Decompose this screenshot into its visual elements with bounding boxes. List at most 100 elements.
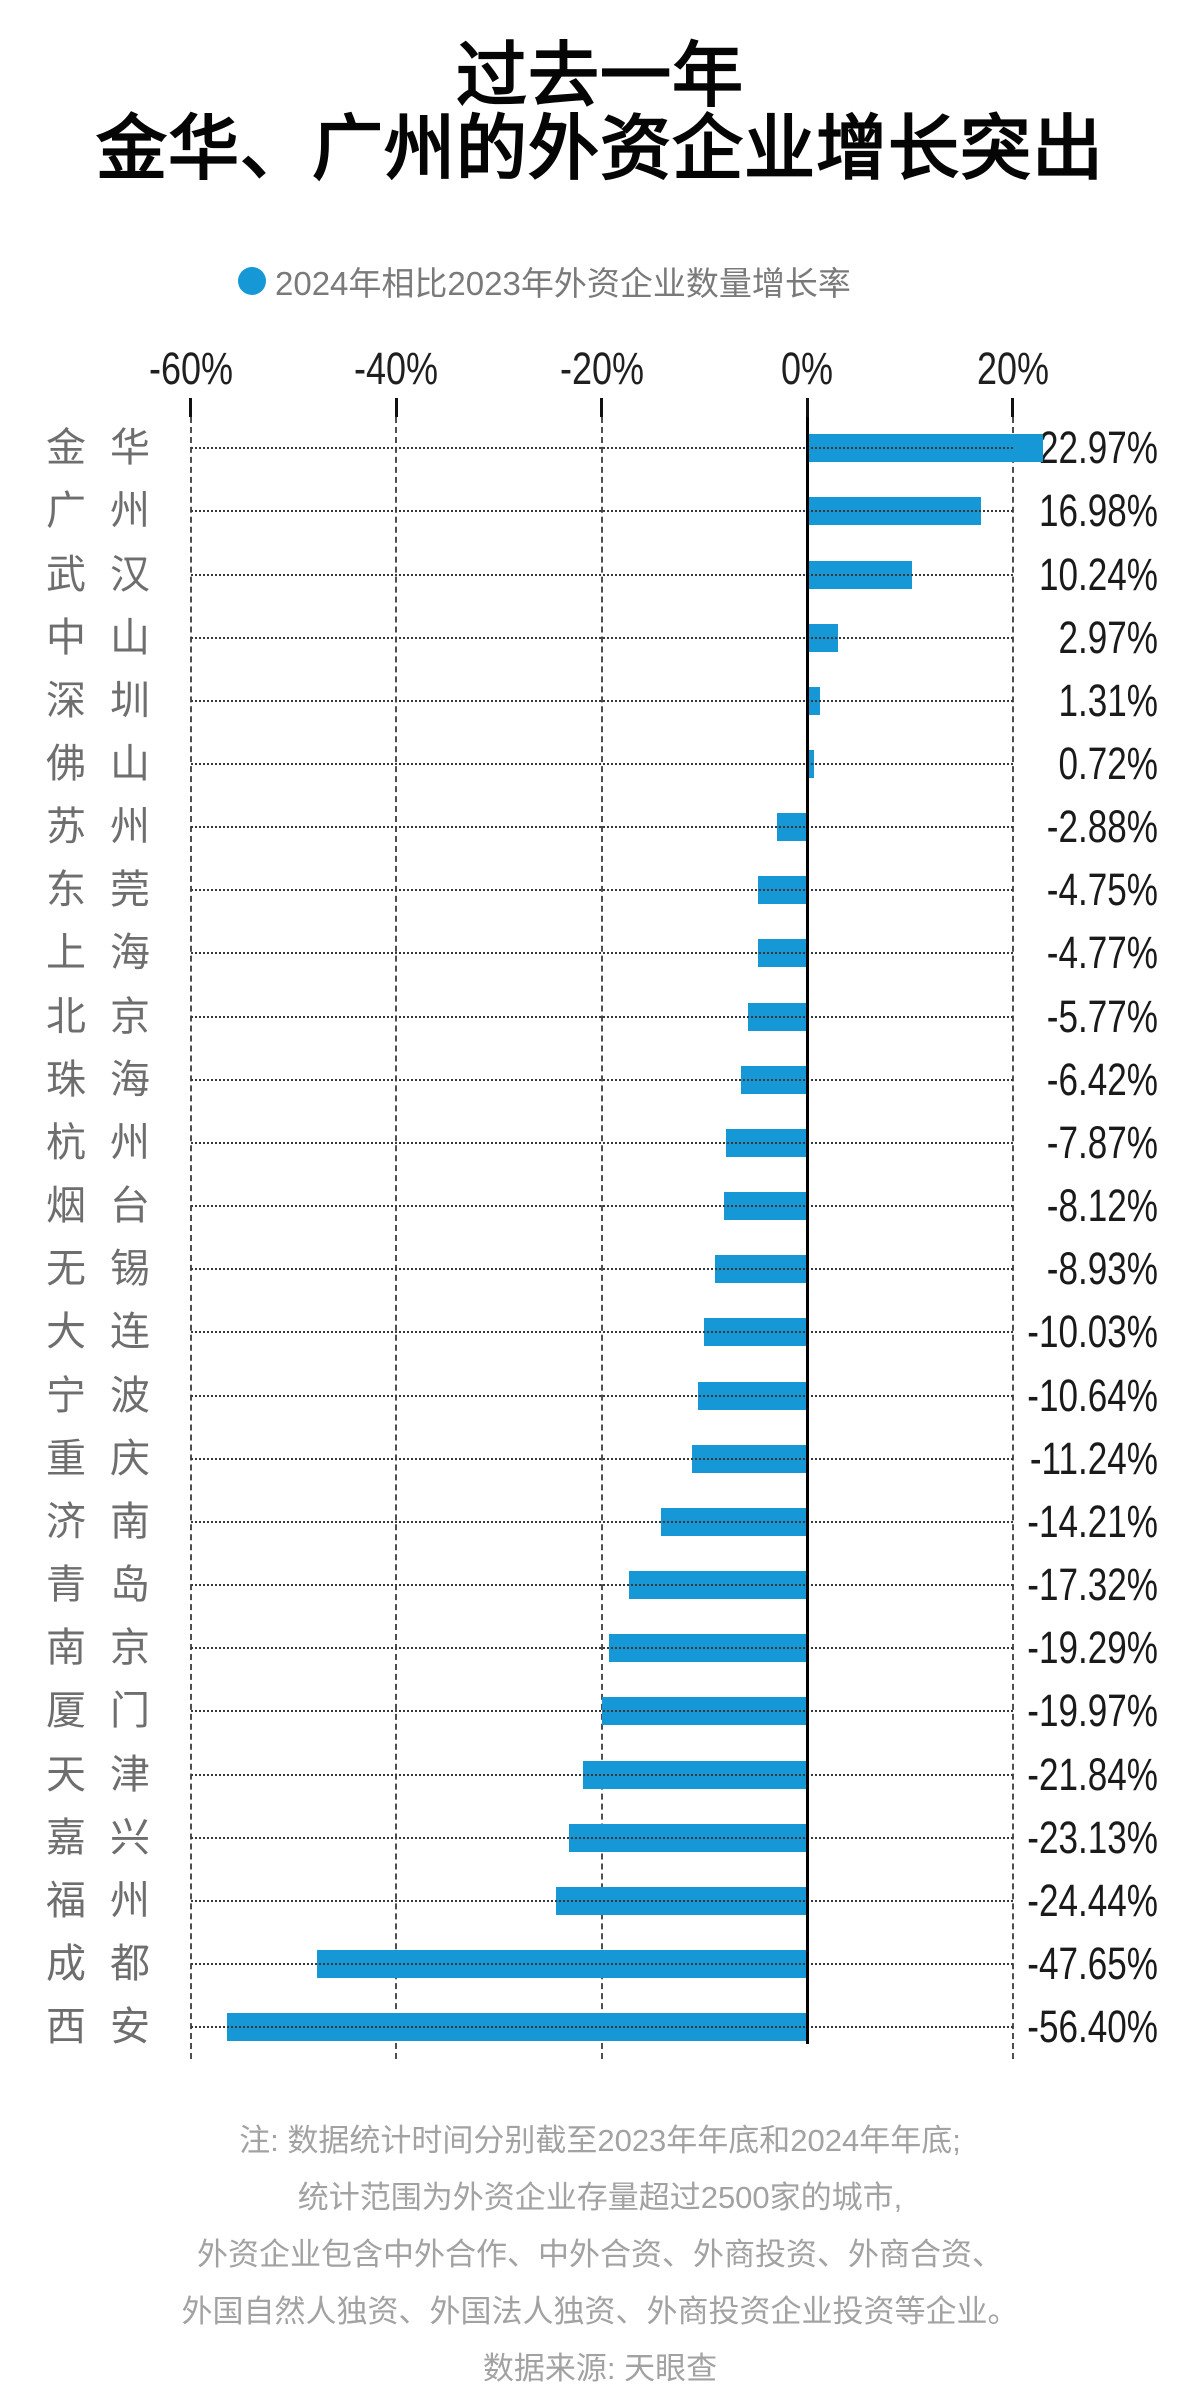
category-label: 苏州 <box>46 805 150 849</box>
axis-tick <box>600 398 603 417</box>
category-label: 厦门 <box>46 1689 150 1733</box>
zero-axis-line <box>805 417 809 2044</box>
category-label: 北京 <box>46 995 150 1039</box>
category-label-char: 津 <box>110 1752 150 1797</box>
value-label: -4.75% <box>1046 864 1158 916</box>
value-label: -14.21% <box>1027 1495 1158 1547</box>
category-label-char: 兴 <box>110 1815 150 1860</box>
legend-dot-icon <box>238 267 266 295</box>
value-label: 0.72% <box>1058 737 1158 789</box>
category-label-char: 山 <box>110 741 150 786</box>
category-label-char: 门 <box>110 1689 150 1734</box>
value-label: 1.31% <box>1058 674 1158 726</box>
axis-tick <box>189 398 192 417</box>
value-label: -6.42% <box>1046 1053 1158 1105</box>
category-label-char: 嘉 <box>46 1815 86 1860</box>
row-gridline <box>190 1268 1013 1271</box>
category-label-char: 都 <box>110 1942 150 1987</box>
category-label-char: 无 <box>46 1247 86 1292</box>
footer-note-line: 注: 数据统计时间分别截至2023年年底和2024年年底; <box>239 2123 961 2158</box>
row-gridline <box>190 699 1013 702</box>
footer-note-line: 外国自然人独资、外国法人独资、外商投资企业投资等企业。 <box>181 2294 1019 2329</box>
category-label-char: 西 <box>46 2005 86 2050</box>
value-label: -24.44% <box>1027 1874 1158 1926</box>
category-label-char: 州 <box>110 805 150 850</box>
category-label-char: 连 <box>110 1310 150 1355</box>
row-gridline <box>190 1457 1013 1460</box>
category-label: 烟台 <box>46 1184 150 1228</box>
category-label: 上海 <box>46 931 150 975</box>
row-gridline <box>190 1141 1013 1144</box>
category-label-char: 南 <box>110 1499 150 1544</box>
row-gridline <box>190 1331 1013 1334</box>
category-label-char: 福 <box>46 1878 86 1923</box>
row-gridline <box>190 1836 1013 1839</box>
axis-tick-label: -20% <box>559 343 644 394</box>
row-gridline <box>190 762 1013 765</box>
category-label: 无锡 <box>46 1247 150 1291</box>
category-label: 济南 <box>46 1500 150 1544</box>
footer-source: 数据来源: 天眼查 <box>482 2351 718 2386</box>
value-label: -2.88% <box>1046 801 1158 853</box>
category-label-char: 杭 <box>46 1120 86 1165</box>
category-label-char: 庆 <box>110 1436 150 1481</box>
category-label: 重庆 <box>46 1437 150 1481</box>
category-label-char: 佛 <box>46 741 86 786</box>
category-label-char: 州 <box>110 1120 150 1165</box>
row-gridline <box>190 636 1013 639</box>
gridline <box>1011 417 1014 2059</box>
category-label-char: 东 <box>46 868 86 913</box>
category-label: 福州 <box>46 1879 150 1923</box>
category-label-char: 海 <box>110 1057 150 1102</box>
row-gridline <box>190 952 1013 955</box>
category-label: 武汉 <box>46 553 150 597</box>
value-label: -8.93% <box>1046 1243 1158 1295</box>
footer-notes: 注: 数据统计时间分别截至2023年年底和2024年年底; 统计范围为外资企业存… <box>0 2112 1200 2395</box>
axis-tick-label: 20% <box>976 343 1049 394</box>
category-label-char: 深 <box>46 678 86 723</box>
legend: 2024年相比2023年外资企业数量增长率 <box>238 257 851 305</box>
row-gridline <box>190 1963 1013 1966</box>
value-label: -23.13% <box>1027 1811 1158 1863</box>
category-label: 佛山 <box>46 742 150 786</box>
value-label: -4.77% <box>1046 927 1158 979</box>
category-label: 宁波 <box>46 1374 150 1418</box>
footer-note-line: 统计范围为外资企业存量超过2500家的城市, <box>297 2180 903 2215</box>
value-label: -10.64% <box>1027 1369 1158 1421</box>
value-label: -11.24% <box>1029 1432 1158 1484</box>
category-label: 南京 <box>46 1626 150 1670</box>
axis-tick-label: -40% <box>353 343 439 394</box>
chart-title-line1: 过去一年 <box>455 37 744 116</box>
category-label-char: 华 <box>110 426 150 471</box>
category-label: 青岛 <box>46 1563 150 1607</box>
chart-title-line2: 金华、广州的外资企业增长突出 <box>95 110 1104 189</box>
row-gridline <box>190 510 1013 513</box>
row-gridline <box>190 1899 1013 1902</box>
category-label-char: 重 <box>46 1436 86 1481</box>
value-label: -5.77% <box>1046 990 1158 1042</box>
category-label-char: 莞 <box>110 868 150 913</box>
category-label-char: 上 <box>46 931 86 976</box>
category-label: 成都 <box>46 1942 150 1986</box>
value-label: -19.97% <box>1027 1685 1158 1737</box>
category-label: 深圳 <box>46 679 150 723</box>
category-label: 嘉兴 <box>46 1816 150 1860</box>
row-gridline <box>190 1710 1013 1713</box>
category-label: 天津 <box>46 1753 150 1797</box>
axis-tick <box>1011 398 1014 417</box>
category-label-char: 成 <box>46 1942 86 1987</box>
value-label: 16.98% <box>1038 485 1158 537</box>
footer-note-line: 外资企业包含中外合作、中外合资、外商投资、外商合资、 <box>197 2237 1003 2272</box>
row-gridline <box>190 1520 1013 1523</box>
category-label-char: 台 <box>110 1184 150 1229</box>
axis-tick-label: -60% <box>148 343 233 394</box>
axis-tick <box>394 398 398 417</box>
category-label-char: 南 <box>46 1626 86 1671</box>
gridline <box>395 417 397 2059</box>
category-label-char: 山 <box>110 615 150 660</box>
category-label: 东莞 <box>46 868 150 912</box>
category-label-char: 青 <box>46 1563 86 1608</box>
category-label-char: 厦 <box>46 1689 86 1734</box>
row-gridline <box>190 1394 1013 1397</box>
chart-title: 过去一年 金华、广州的外资企业增长突出 <box>0 40 1200 186</box>
